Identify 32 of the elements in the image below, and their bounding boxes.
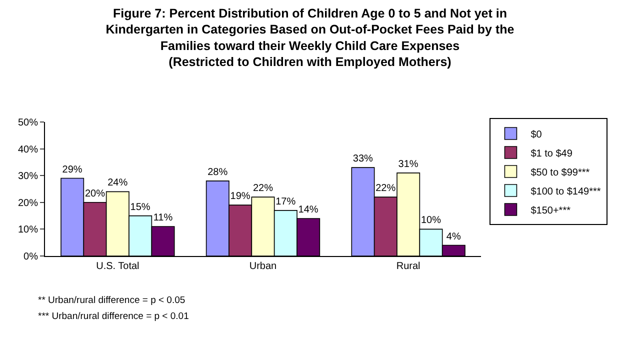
x-tick-label: Rural: [396, 261, 420, 272]
legend-label: $50 to $99***: [530, 167, 590, 178]
data-label: 4%: [446, 231, 461, 242]
chart-title: Figure 7: Percent Distribution of Children Age 0 to 5 and Not yet in Kindergarten in Categories Based on Out-of-Pocket Fees Paid by the Families toward their Weekly Child Care Expenses (Restricted to Children with Employed Mothers): [106, 6, 514, 70]
data-label: 17%: [276, 196, 296, 208]
data-label: 33%: [352, 154, 374, 165]
data-label: 15%: [130, 202, 150, 213]
y-tick-label: 40%: [18, 144, 38, 156]
y-tick-label: 0%: [24, 252, 38, 262]
data-label: 24%: [108, 178, 128, 189]
x-tick-label: Urban: [249, 261, 277, 272]
data-label: 28%: [208, 166, 228, 178]
y-tick-label: 20%: [18, 198, 38, 209]
y-tick-label: 30%: [18, 171, 38, 182]
data-label: 20%: [84, 188, 106, 200]
legend-label: $1 to $49: [530, 148, 573, 160]
y-tick-label: 10%: [18, 224, 38, 236]
legend-label: $100 to $149***: [530, 186, 601, 198]
data-label: 19%: [230, 191, 250, 202]
legend-label: $150+***: [530, 205, 571, 216]
data-label: 14%: [298, 204, 318, 216]
data-label: 22%: [252, 183, 274, 194]
data-label: 11%: [153, 212, 173, 224]
text: *** Urban/rural difference = p < 0.01: [38, 311, 189, 322]
data-label: 31%: [398, 158, 418, 170]
legend-label: $0: [530, 129, 542, 140]
data-label: 22%: [376, 183, 396, 194]
y-tick-label: 50%: [18, 118, 38, 128]
data-label: 10%: [420, 215, 442, 226]
text: ** Urban/rural difference = p < 0.05: [38, 295, 186, 306]
x-tick-label: U.S. Total: [96, 261, 140, 272]
data-label: 29%: [62, 164, 82, 176]
